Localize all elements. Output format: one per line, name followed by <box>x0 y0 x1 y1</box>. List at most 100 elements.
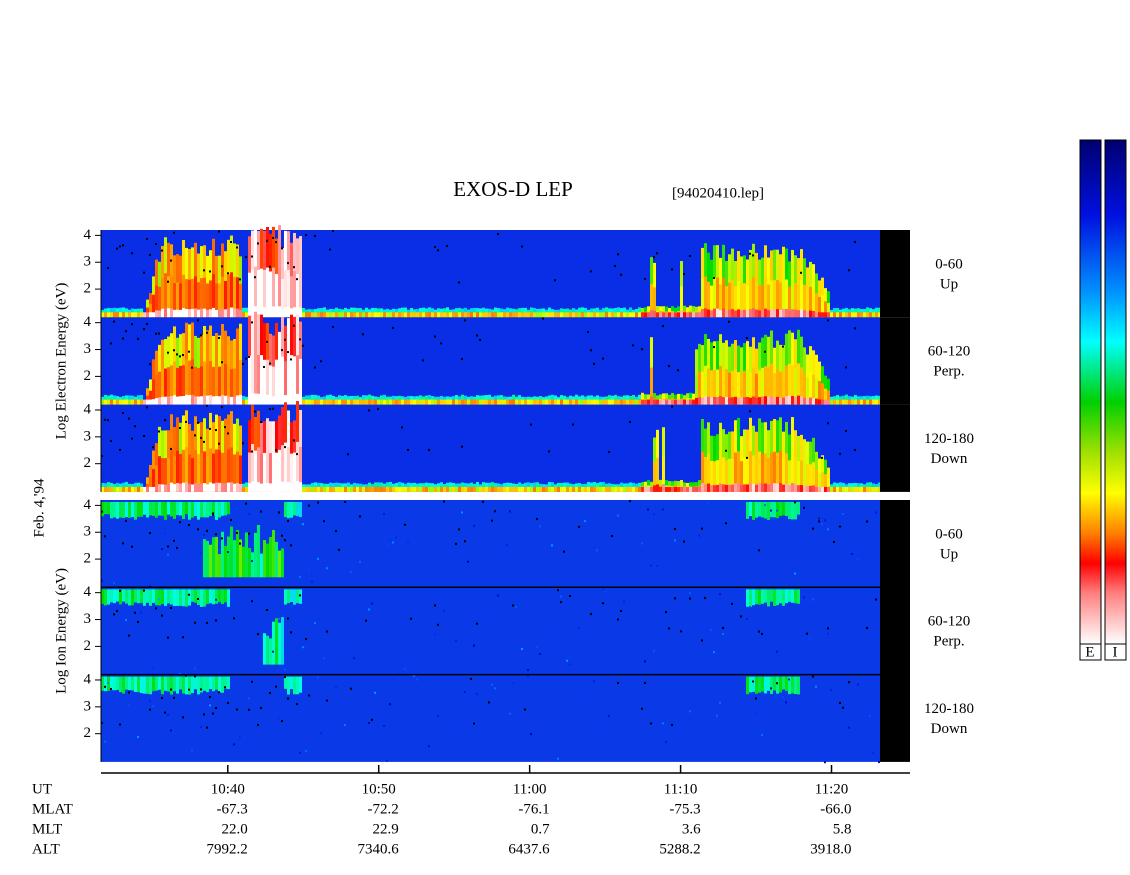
flux-speck <box>110 439 112 442</box>
flux-column <box>263 269 266 318</box>
flux-column <box>482 486 485 492</box>
flux-column <box>260 553 263 578</box>
y-tick-label: 4 <box>84 671 92 687</box>
ephemeris-label: MLT <box>32 821 62 837</box>
flux-speck <box>299 338 301 341</box>
flux-speck <box>149 532 151 535</box>
flux-column <box>227 482 230 492</box>
flux-speck <box>821 456 823 459</box>
flux-column <box>293 452 296 492</box>
flux-column <box>617 486 620 492</box>
flux-speck <box>740 615 742 618</box>
flux-column <box>794 457 797 492</box>
flux-column <box>776 452 779 492</box>
flux-speck <box>116 610 118 613</box>
flux-column <box>338 312 341 318</box>
flux-speck <box>257 723 259 726</box>
flux-speck <box>788 678 790 681</box>
flux-column <box>758 310 761 318</box>
flux-column <box>716 460 719 492</box>
flux-speck <box>152 446 154 449</box>
flux-column <box>737 309 740 318</box>
flux-column <box>296 355 299 405</box>
flux-column <box>104 676 107 692</box>
flux-column <box>476 312 479 318</box>
flux-column <box>824 312 827 318</box>
flux-column <box>440 486 443 492</box>
flux-speck <box>140 611 142 614</box>
flux-speck <box>284 338 286 341</box>
flux-speck <box>749 606 751 609</box>
flux-column <box>641 312 644 318</box>
flux-speck <box>206 404 208 407</box>
flux-column <box>191 589 194 602</box>
flux-column <box>794 309 797 318</box>
flux-column <box>119 486 122 492</box>
flux-column <box>548 399 551 405</box>
flux-column <box>410 312 413 318</box>
flux-column <box>140 399 143 405</box>
flux-column <box>761 676 764 692</box>
ephemeris-value: 6437.6 <box>508 841 550 857</box>
flux-speck <box>875 511 877 514</box>
flux-column <box>131 486 134 492</box>
flux-speck <box>512 604 514 607</box>
flux-column <box>746 484 749 492</box>
flux-column <box>284 306 287 318</box>
flux-column <box>542 399 545 405</box>
flux-column <box>248 452 251 492</box>
flux-column <box>113 312 116 318</box>
flux-column <box>773 309 776 318</box>
flux-column <box>272 453 275 492</box>
flux-speck <box>386 543 388 546</box>
flux-column <box>191 308 194 318</box>
flux-column <box>722 457 725 492</box>
flux-speck <box>617 514 619 517</box>
flux-column <box>788 589 791 602</box>
flux-column <box>110 399 113 405</box>
flux-column <box>797 395 800 405</box>
flux-column <box>206 502 209 518</box>
flux-column <box>731 371 734 405</box>
flux-column <box>251 443 254 492</box>
flux-column <box>830 486 833 492</box>
flux-speck <box>266 608 268 611</box>
flux-column <box>248 483 251 492</box>
flux-speck <box>293 324 295 327</box>
flux-speck <box>350 687 352 690</box>
flux-column <box>215 482 218 492</box>
flux-column <box>710 397 713 405</box>
flux-speck <box>272 650 274 653</box>
flux-column <box>698 397 701 405</box>
flux-column <box>785 365 788 405</box>
flux-speck <box>482 500 484 503</box>
flux-column <box>767 502 770 520</box>
flux-column <box>212 453 215 492</box>
flux-speck <box>197 528 199 531</box>
flux-column <box>701 371 704 405</box>
flux-column <box>215 589 218 604</box>
flux-column <box>182 308 185 318</box>
flux-column <box>503 486 506 492</box>
flux-column <box>377 312 380 318</box>
flux-speck <box>443 610 445 613</box>
flux-speck <box>410 617 412 620</box>
flux-speck <box>359 560 361 563</box>
flux-column <box>746 285 749 318</box>
flux-column <box>200 589 203 607</box>
flux-column <box>404 486 407 492</box>
flux-column <box>569 399 572 405</box>
flux-column <box>320 399 323 405</box>
flux-column <box>491 399 494 405</box>
flux-speck <box>281 349 283 352</box>
flux-column <box>668 312 671 318</box>
flux-column <box>113 502 116 518</box>
flux-column <box>497 399 500 405</box>
flux-speck <box>287 519 289 522</box>
flux-column <box>365 399 368 405</box>
flux-column <box>224 589 227 603</box>
flux-column <box>128 589 131 606</box>
flux-column <box>164 484 167 492</box>
flux-column <box>422 399 425 405</box>
flux-speck <box>800 271 802 274</box>
